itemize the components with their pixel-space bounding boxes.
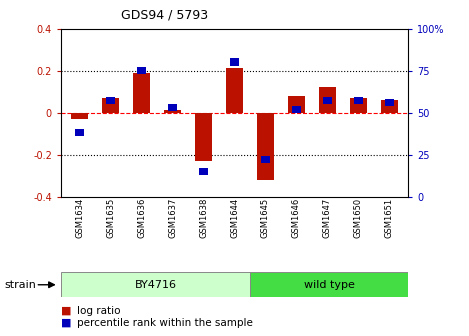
Bar (71, 113, 88, 119)
Bar (61, 272, 250, 297)
Bar (75, 129, 84, 136)
Bar (261, 156, 270, 163)
Bar (199, 168, 208, 175)
Bar (354, 97, 363, 104)
Text: log ratio: log ratio (77, 306, 121, 316)
Bar (323, 97, 332, 104)
Text: BY4716: BY4716 (135, 280, 176, 290)
Bar (230, 58, 239, 66)
Text: GDS94 / 5793: GDS94 / 5793 (121, 8, 208, 22)
Text: strain: strain (5, 280, 37, 290)
Bar (226, 69, 243, 113)
Bar (102, 98, 119, 113)
Bar (288, 96, 305, 113)
Bar (164, 111, 181, 113)
Text: ■: ■ (61, 306, 71, 316)
Bar (137, 67, 146, 74)
Bar (250, 272, 408, 297)
Text: wild type: wild type (303, 280, 355, 290)
Bar (168, 104, 177, 111)
Bar (350, 98, 367, 113)
Bar (385, 99, 394, 106)
Bar (106, 97, 115, 104)
Bar (381, 100, 398, 113)
Bar (257, 113, 274, 180)
Bar (319, 87, 336, 113)
Bar (195, 113, 212, 161)
Text: percentile rank within the sample: percentile rank within the sample (77, 318, 253, 328)
Bar (292, 106, 301, 113)
Text: ■: ■ (61, 318, 71, 328)
Bar (133, 73, 150, 113)
